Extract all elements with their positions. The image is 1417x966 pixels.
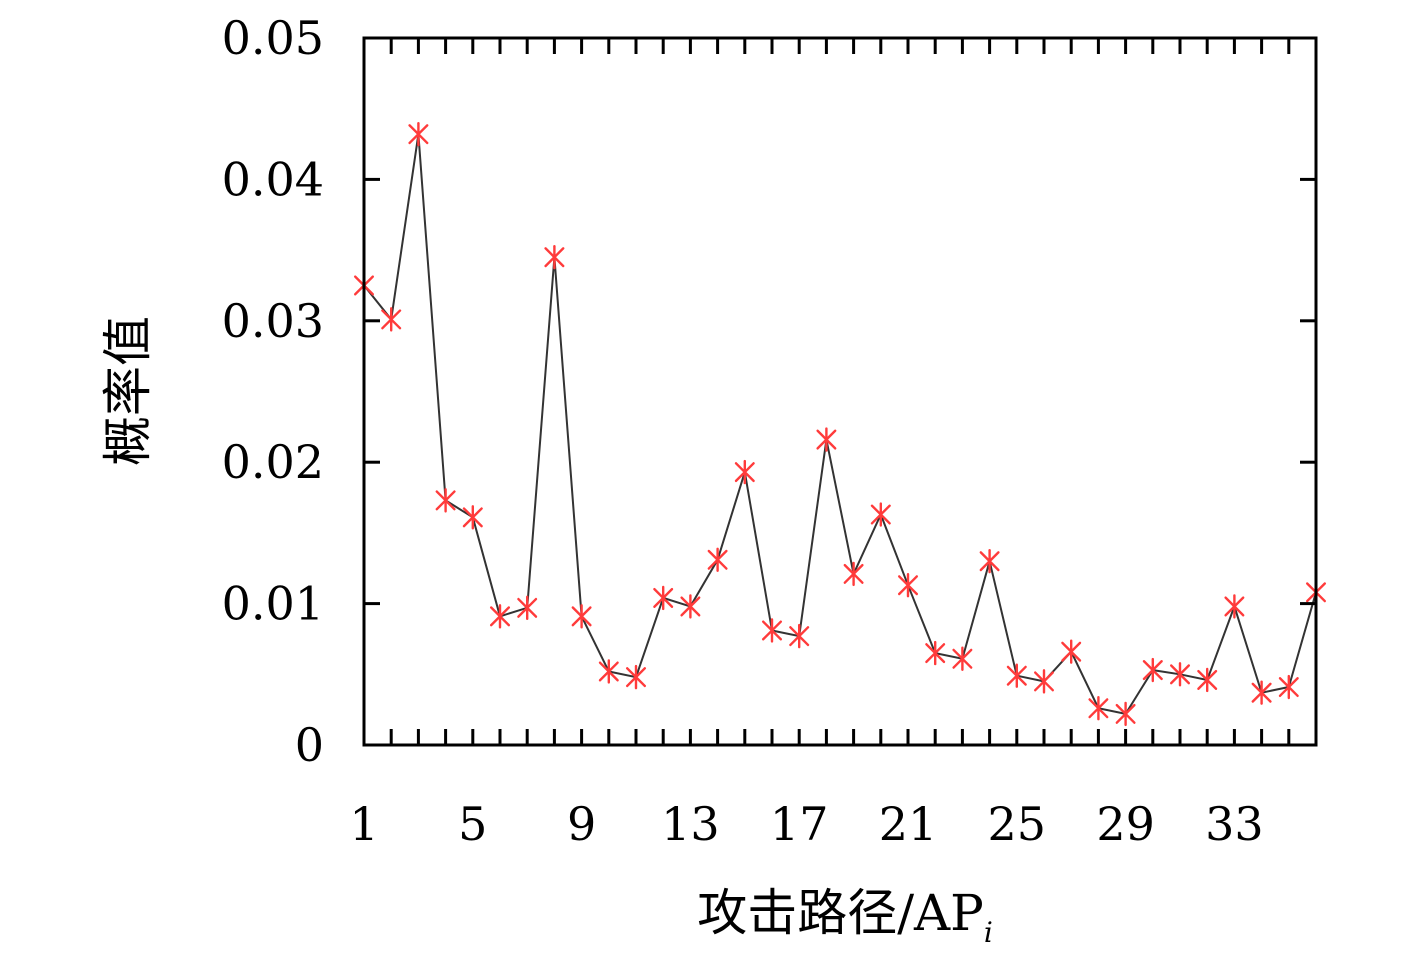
data-point-marker xyxy=(952,646,973,671)
plot-frame xyxy=(362,36,1318,747)
y-tick-label: 0.05 xyxy=(222,11,324,65)
data-point-marker xyxy=(1088,696,1109,721)
data-point-marker xyxy=(626,664,646,690)
data-point-marker xyxy=(843,561,864,587)
chart-marks xyxy=(354,121,1327,727)
data-point-marker xyxy=(734,459,755,485)
x-tick-label: 9 xyxy=(567,797,596,851)
y-axis-title: 概率值 xyxy=(99,316,157,466)
y-tick-label: 0 xyxy=(295,718,324,772)
data-point-marker xyxy=(462,505,483,530)
data-point-marker xyxy=(1033,669,1055,694)
tick-labels: 0 0.01 0.02 0.03 0.04 0.05 1 5 9 13 17 21 25 29 33 xyxy=(222,11,1264,851)
data-point-marker xyxy=(680,594,701,619)
data-point-marker xyxy=(1115,701,1136,727)
data-point-marker xyxy=(490,604,510,629)
x-axis-title: 攻击路径/APi xyxy=(697,884,993,949)
data-point-marker xyxy=(1142,657,1163,683)
data-point-marker xyxy=(925,640,946,666)
x-tick-label: 13 xyxy=(661,797,720,851)
data-point-marker xyxy=(707,547,728,572)
y-tick-label: 0.01 xyxy=(222,577,324,631)
data-point-marker xyxy=(898,573,918,598)
data-point-marker xyxy=(1251,680,1272,705)
data-point-marker xyxy=(517,595,538,621)
data-point-marker xyxy=(1061,639,1082,664)
x-tick-label: 1 xyxy=(349,797,378,851)
y-tick-label: 0.04 xyxy=(222,152,324,206)
data-point-marker xyxy=(1278,674,1299,700)
data-point-marker xyxy=(571,604,592,629)
axis-ticks xyxy=(362,36,1318,747)
y-tick-label: 0.02 xyxy=(222,435,324,489)
data-point-marker xyxy=(762,618,782,643)
x-tick-label: 29 xyxy=(1096,797,1155,851)
data-point-marker xyxy=(435,488,456,513)
data-point-marker xyxy=(789,623,810,649)
data-point-marker xyxy=(598,659,619,684)
data-point-marker xyxy=(979,548,1000,574)
y-tick-label: 0.03 xyxy=(222,294,324,348)
x-tick-label: 21 xyxy=(879,797,938,851)
x-tick-label: 17 xyxy=(770,797,829,851)
data-point-marker xyxy=(870,502,891,527)
x-tick-label: 33 xyxy=(1205,797,1264,851)
data-point-marker xyxy=(1169,662,1191,687)
data-point-marker xyxy=(408,121,429,147)
data-point-marker xyxy=(1197,667,1218,693)
data-point-marker xyxy=(1006,663,1027,688)
data-point-marker xyxy=(653,585,674,611)
x-tick-label: 25 xyxy=(988,797,1047,851)
series-line xyxy=(363,134,1317,716)
data-point-marker xyxy=(544,244,565,270)
x-tick-label: 5 xyxy=(458,797,487,851)
data-point-marker xyxy=(381,307,402,332)
data-point-marker xyxy=(1224,594,1245,619)
data-point-marker xyxy=(816,427,837,452)
